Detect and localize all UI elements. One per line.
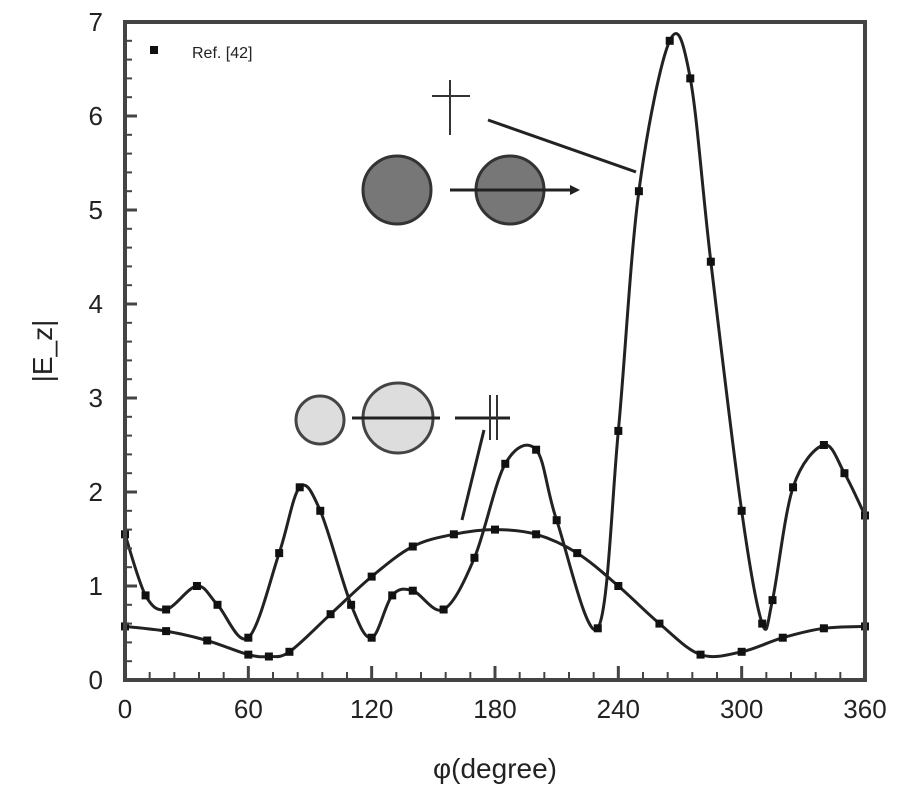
- data-point: [552, 516, 561, 525]
- data-point: [491, 525, 499, 534]
- data-point: [244, 650, 253, 659]
- data-point: [285, 647, 294, 656]
- data-point: [213, 600, 222, 609]
- x-axis-label: φ(degree): [433, 753, 557, 784]
- legend-marker: [150, 46, 158, 54]
- data-point: [275, 549, 284, 558]
- data-point: [449, 530, 458, 539]
- data-point: [244, 633, 253, 642]
- y-tick-label: 5: [89, 195, 103, 225]
- inset-dark-spheres: [361, 80, 637, 226]
- data-point: [408, 542, 417, 551]
- data-point: [162, 627, 171, 636]
- data-point: [686, 74, 695, 83]
- x-tick-label: 180: [473, 694, 516, 724]
- y-tick-label: 1: [89, 571, 103, 601]
- data-point: [614, 582, 623, 590]
- y-tick-label: 2: [89, 477, 103, 507]
- x-tick-label: 360: [843, 694, 886, 724]
- data-point: [789, 483, 798, 492]
- data-point: [192, 582, 201, 590]
- x-tick-label: 300: [720, 694, 763, 724]
- data-point: [778, 633, 787, 642]
- data-point: [593, 624, 602, 633]
- y-tick-label: 7: [89, 7, 103, 37]
- data-point: [573, 549, 582, 558]
- series-line-1: [123, 32, 867, 641]
- data-point: [501, 459, 510, 468]
- x-tick-label: 0: [118, 694, 132, 724]
- data-point: [295, 483, 304, 492]
- data-point: [367, 633, 376, 642]
- plot-marks: [121, 32, 869, 661]
- y-tick-label: 4: [89, 289, 103, 319]
- data-point: [665, 36, 674, 45]
- data-point: [162, 605, 171, 614]
- data-point: [819, 441, 828, 449]
- data-point: [706, 257, 715, 266]
- data-point: [367, 572, 376, 581]
- x-tick-label: 240: [597, 694, 640, 724]
- data-point: [141, 591, 150, 600]
- data-point: [737, 506, 746, 515]
- data-point: [768, 596, 777, 605]
- data-point: [388, 591, 397, 600]
- data-point: [203, 636, 212, 645]
- data-point: [264, 652, 273, 661]
- data-point: [532, 530, 541, 539]
- data-point: [408, 586, 417, 595]
- x-tick-label: 60: [234, 694, 263, 724]
- inset-light-spheres: [294, 381, 510, 521]
- data-point: [532, 445, 541, 454]
- data-point: [614, 426, 623, 435]
- data-point: [347, 600, 356, 609]
- legend-label: Ref. [42]: [192, 45, 252, 62]
- data-point: [634, 187, 643, 196]
- data-point: [819, 624, 828, 633]
- data-point: [655, 619, 664, 628]
- data-point: [316, 506, 325, 515]
- data-point: [470, 553, 479, 562]
- y-tick-label: 6: [89, 101, 103, 131]
- data-point: [737, 647, 746, 656]
- axis-ticks: 0 60 120 180 240 300 360 0 1 2 3 4 5 6 7: [89, 7, 887, 724]
- x-tick-label: 120: [350, 694, 393, 724]
- y-axis-label: |E_z|: [27, 320, 58, 383]
- y-tick-label: 0: [89, 665, 103, 695]
- y-tick-label: 3: [89, 383, 103, 413]
- data-point: [696, 650, 705, 659]
- data-point: [439, 605, 448, 614]
- data-point: [840, 469, 849, 478]
- data-point: [326, 610, 335, 619]
- data-point: [758, 619, 767, 628]
